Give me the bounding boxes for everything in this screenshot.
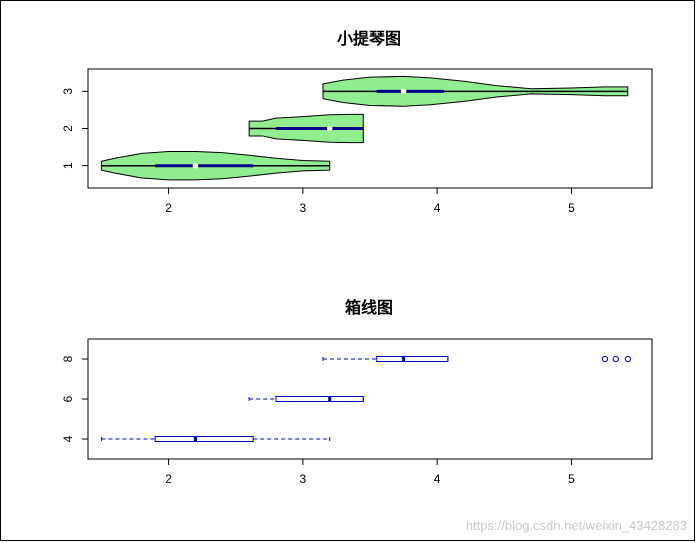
y-tick-label: 4 xyxy=(61,435,75,442)
boxplot-title: 箱线图 xyxy=(345,298,393,317)
x-tick-label: 4 xyxy=(434,472,441,486)
watermark: https://blog.csdn.net/weixin_43428283 xyxy=(466,518,687,533)
violin-title: 小提琴图 xyxy=(337,29,401,48)
y-tick-label: 6 xyxy=(61,395,75,402)
violin-median xyxy=(192,162,199,169)
y-tick-label: 8 xyxy=(61,355,75,362)
y-tick-label: 1 xyxy=(61,162,75,169)
violin-median xyxy=(400,88,407,95)
y-tick-label: 3 xyxy=(61,88,75,95)
box-outlier xyxy=(624,355,631,363)
box-rect xyxy=(275,396,364,402)
x-tick-label: 3 xyxy=(300,201,307,215)
x-tick-label: 4 xyxy=(434,201,441,215)
x-tick-label: 5 xyxy=(568,201,575,215)
y-tick-label: 2 xyxy=(61,125,75,132)
violin-panel: 2 3 4 5 1 2 3 xyxy=(61,68,653,215)
violin-median xyxy=(326,125,333,132)
box-rect xyxy=(376,356,449,362)
boxplot-panel: 2 3 4 5 4 6 8 xyxy=(61,338,653,486)
box-rect xyxy=(154,436,254,442)
box-outlier xyxy=(612,355,619,363)
x-tick-label: 2 xyxy=(165,472,172,486)
x-tick-label: 5 xyxy=(568,472,575,486)
box-outlier xyxy=(601,355,609,363)
x-tick-label: 3 xyxy=(300,472,307,486)
x-tick-label: 2 xyxy=(165,201,172,215)
